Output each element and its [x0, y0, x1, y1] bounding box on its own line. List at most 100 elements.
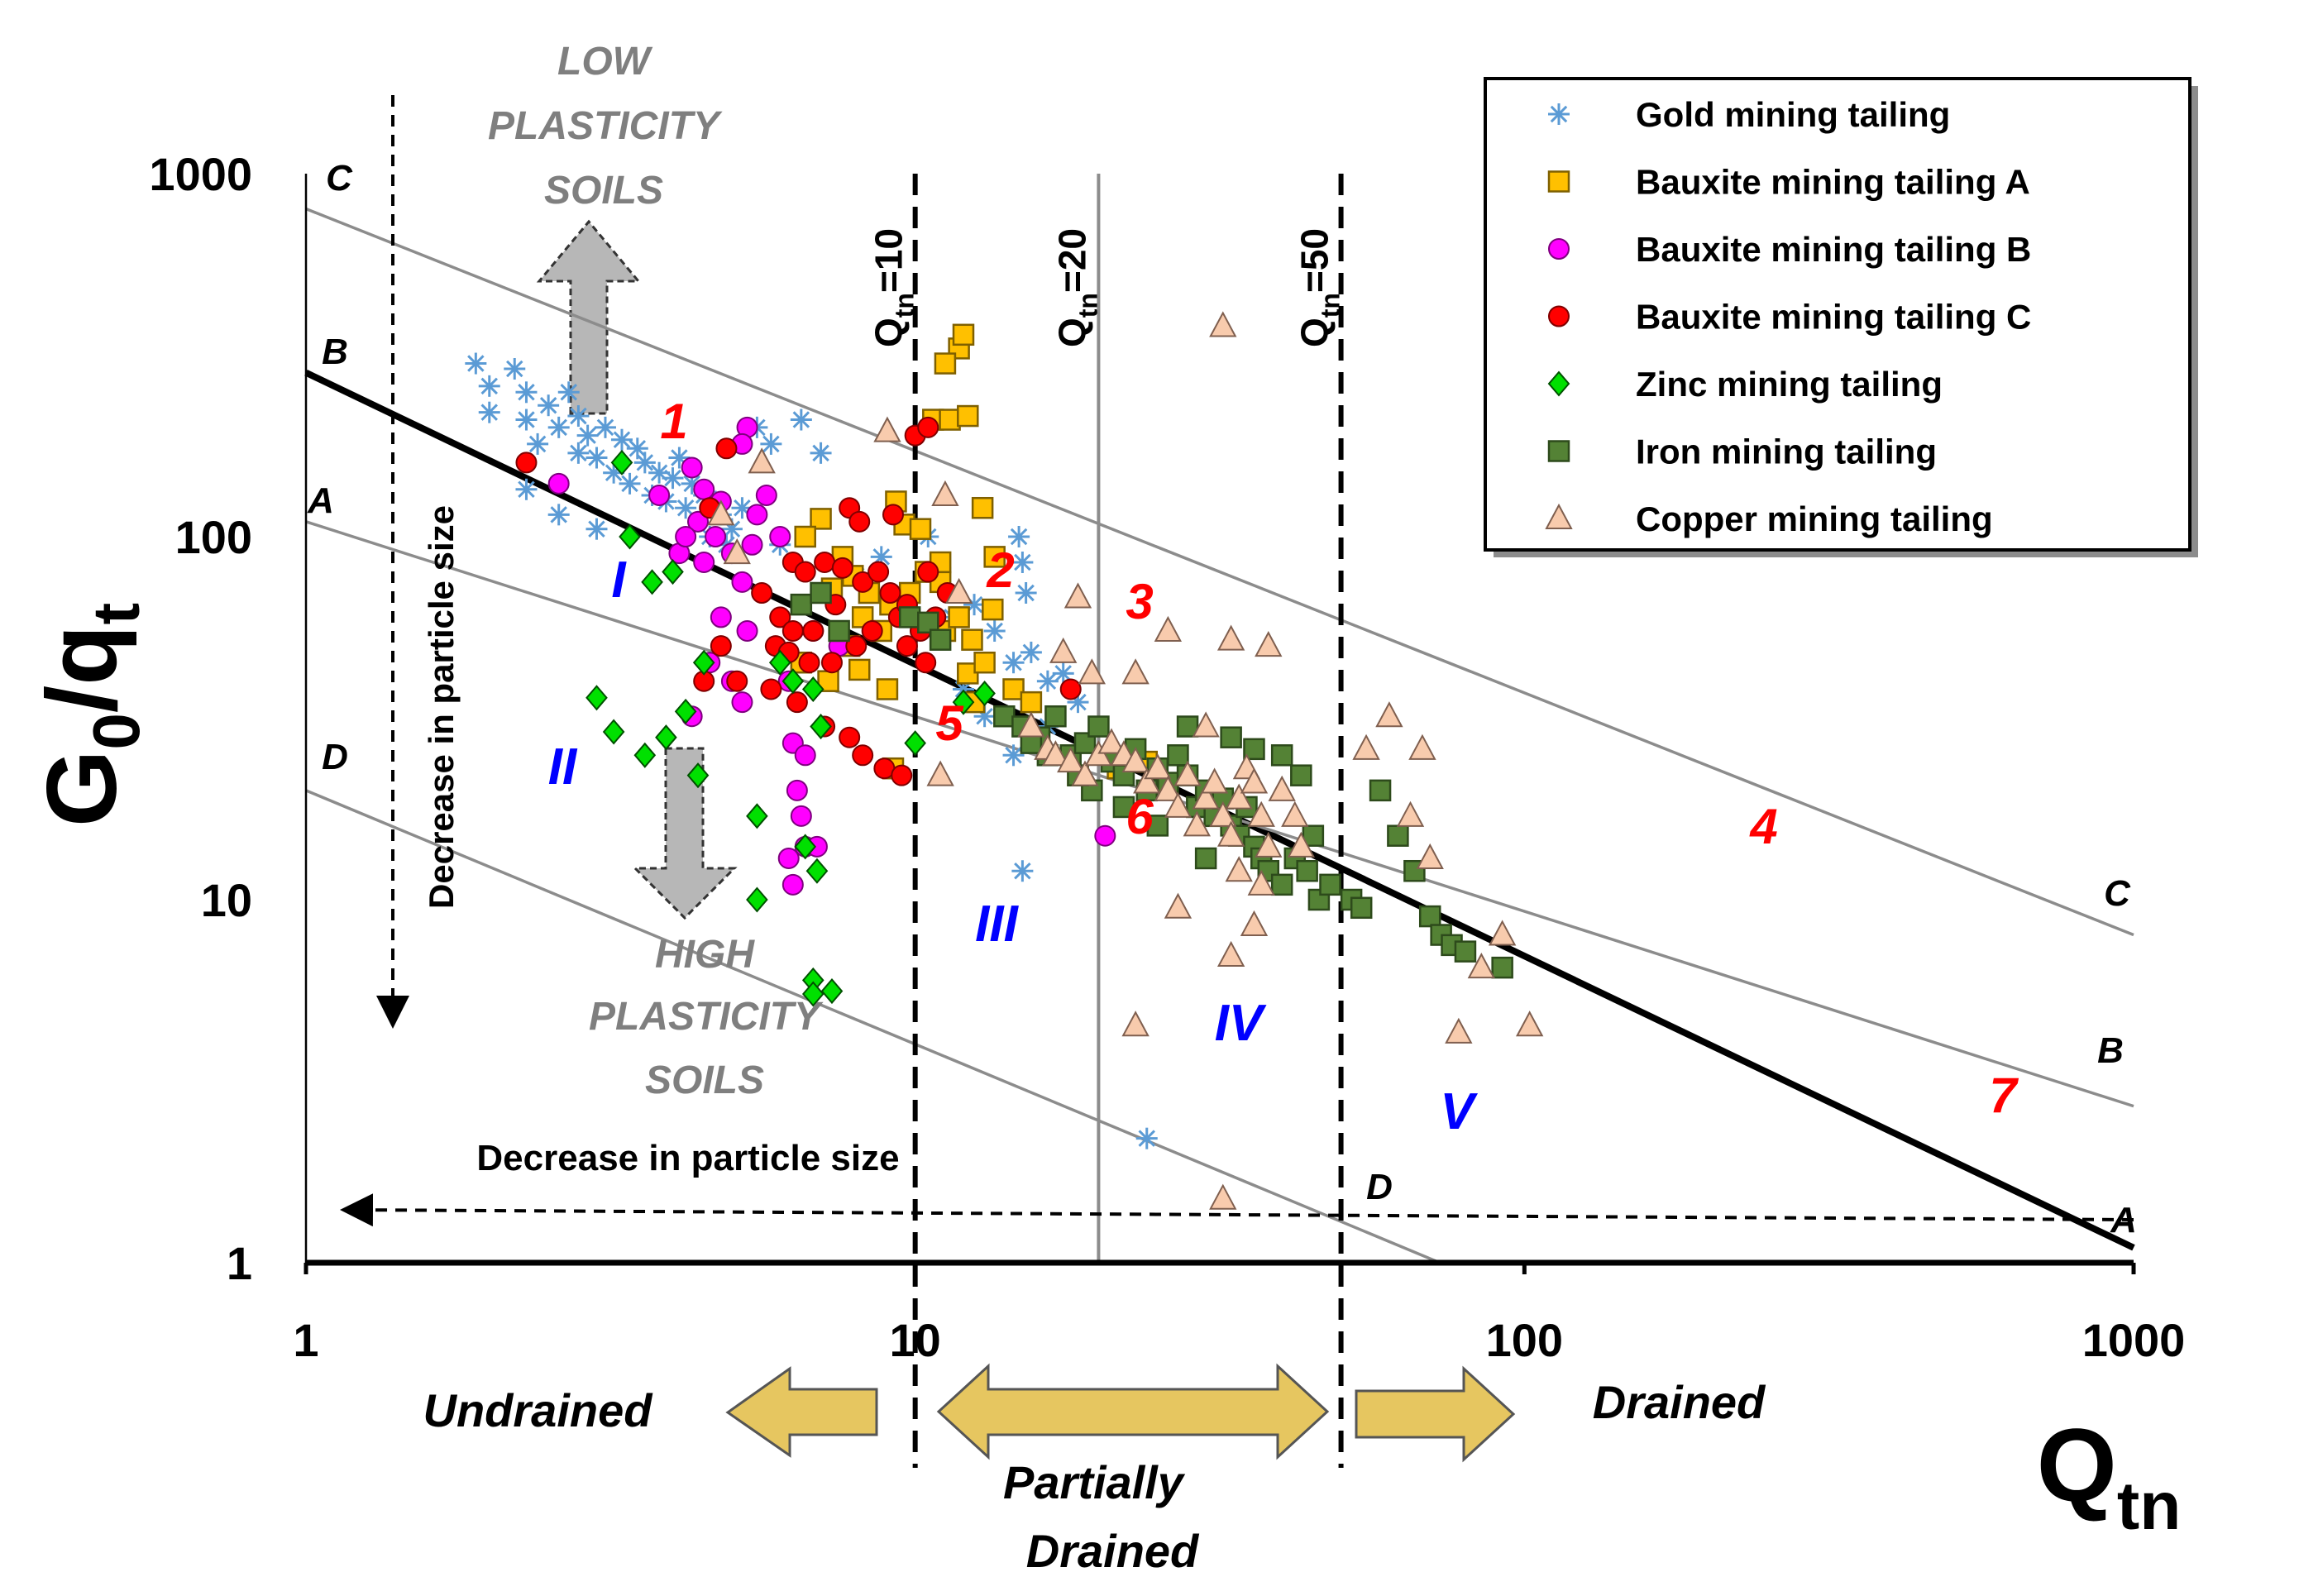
- low-plasticity-text: SOILS: [544, 169, 663, 213]
- data-point: [1192, 711, 1220, 738]
- data-point: [1548, 238, 1570, 260]
- data-point: [805, 858, 829, 884]
- data-point: [1071, 760, 1099, 786]
- zone-number-3: 3: [1126, 574, 1153, 629]
- data-point: [504, 358, 526, 380]
- data-point: [1350, 896, 1373, 920]
- data-point: [891, 764, 913, 786]
- data-point: [810, 714, 832, 740]
- y-axis-title-text: G0/qt: [26, 603, 153, 827]
- data-point: [1135, 1127, 1158, 1149]
- data-point: [1097, 728, 1126, 754]
- data-point: [1112, 796, 1135, 819]
- zone-number-7: 7: [1989, 1068, 2019, 1123]
- data-point: [810, 508, 832, 530]
- data-point: [547, 504, 570, 526]
- legend-entry-label: Bauxite mining tailing B: [1636, 230, 2031, 269]
- boundary-end-label: A: [2110, 1200, 2137, 1240]
- data-point: [1445, 1017, 1473, 1044]
- partially-drained-label: Partially: [1003, 1456, 1186, 1508]
- data-point: [790, 409, 812, 431]
- data-point: [786, 691, 808, 714]
- data-point: [610, 428, 633, 451]
- data-point: [993, 705, 1016, 728]
- data-point: [1243, 738, 1265, 761]
- data-point: [929, 628, 952, 651]
- y-tick-label: 100: [175, 511, 252, 563]
- data-point: [1548, 305, 1570, 327]
- down-arrow-icon: [632, 747, 738, 920]
- data-point: [693, 478, 715, 500]
- qtn-label-text: Qtn=10: [868, 228, 920, 347]
- data-point: [814, 551, 836, 573]
- zone-number-1: 1: [660, 394, 687, 449]
- data-point: [1194, 847, 1217, 870]
- data-point: [1209, 1183, 1237, 1210]
- data-point: [898, 606, 921, 628]
- data-point: [1144, 753, 1172, 780]
- data-point: [971, 496, 994, 519]
- data-point: [1041, 740, 1070, 767]
- boundary-label-a: A: [307, 480, 334, 521]
- x-tick-label: 1: [293, 1314, 318, 1366]
- data-point: [1002, 652, 1025, 674]
- data-point: [801, 676, 824, 703]
- data-point: [731, 691, 753, 714]
- decrease-vertical-label: Decrease in particle size: [422, 505, 461, 909]
- data-point: [515, 478, 538, 500]
- qtn-label-text: Qtn=50: [1293, 228, 1345, 347]
- data-point: [1240, 910, 1269, 936]
- data-point: [1015, 582, 1037, 604]
- data-point: [1247, 800, 1275, 827]
- data-point: [852, 744, 874, 767]
- data-point: [1176, 715, 1199, 738]
- vertical-line-label: Qtn=20: [1050, 228, 1102, 347]
- data-point: [1192, 783, 1220, 810]
- boundary-line-d: [305, 789, 1441, 1264]
- data-point: [1002, 678, 1025, 700]
- data-point: [1200, 767, 1229, 794]
- legend-entry-label: Copper mining tailing: [1636, 499, 1993, 538]
- x-tick-label: 100: [1486, 1314, 1563, 1366]
- data-point: [896, 635, 918, 657]
- data-point: [760, 678, 782, 700]
- data-point: [538, 394, 560, 417]
- data-point: [710, 606, 732, 628]
- data-point: [909, 518, 932, 540]
- data-point: [515, 452, 538, 474]
- data-point: [1307, 888, 1331, 911]
- data-point: [1247, 869, 1275, 896]
- horizontal-decrease-arrow: [340, 1193, 2134, 1227]
- data-point: [810, 581, 832, 604]
- data-point: [926, 760, 954, 786]
- high-plasticity-text: PLASTICITY: [589, 995, 824, 1039]
- data-point: [1154, 775, 1183, 801]
- data-point: [1052, 662, 1074, 685]
- data-point: [948, 606, 970, 628]
- data-point: [1164, 892, 1193, 919]
- data-point: [675, 526, 697, 547]
- data-point: [1008, 526, 1030, 547]
- data-point: [917, 611, 939, 634]
- data-point: [868, 561, 890, 583]
- data-point: [1491, 956, 1513, 979]
- boundary-end-label: C: [2104, 873, 2131, 914]
- data-point: [1454, 940, 1477, 963]
- data-point: [557, 381, 580, 404]
- data-point: [527, 432, 549, 455]
- data-point: [1488, 920, 1517, 946]
- data-point: [693, 551, 715, 573]
- data-point: [619, 472, 641, 495]
- data-point: [1087, 715, 1110, 738]
- data-point: [839, 726, 861, 748]
- data-point: [973, 681, 996, 707]
- data-point: [1020, 690, 1043, 714]
- data-point: [710, 635, 732, 657]
- data-point: [917, 416, 939, 438]
- data-point: [1173, 760, 1202, 786]
- data-point: [741, 533, 763, 556]
- data-point: [1121, 658, 1150, 685]
- data-point: [746, 886, 768, 913]
- left-arrow-icon: [725, 1366, 878, 1458]
